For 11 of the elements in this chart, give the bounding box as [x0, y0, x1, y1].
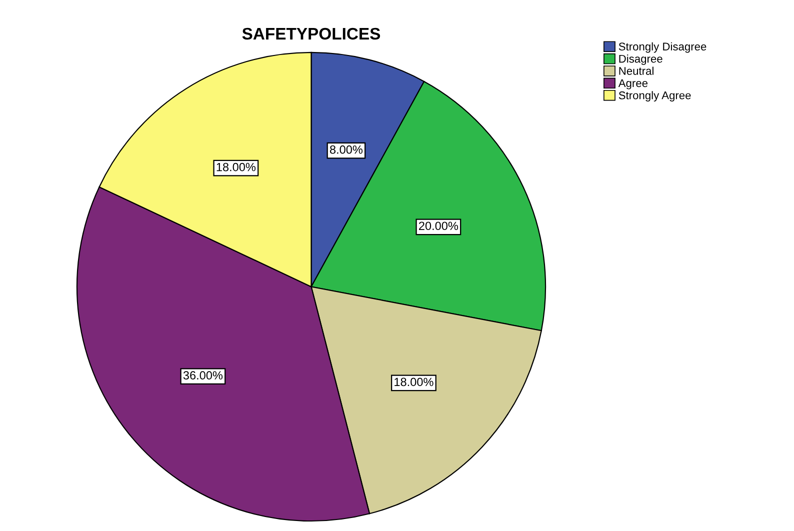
data-label: 18.00% [394, 378, 434, 386]
data-label: 36.00% [183, 371, 223, 380]
data-label: 8.00% [330, 145, 363, 154]
legend-label: Strongly Disagree [618, 42, 706, 53]
data-label: 20.00% [419, 222, 458, 230]
legend-label: Neutral [619, 66, 654, 75]
chart-title: SAFETYPOLICES [242, 28, 380, 40]
legend-label: Disagree [619, 54, 662, 65]
legend-label: Strongly Agree [618, 91, 691, 102]
legend-label: Agree [618, 79, 648, 90]
data-label: 18.00% [216, 162, 256, 172]
